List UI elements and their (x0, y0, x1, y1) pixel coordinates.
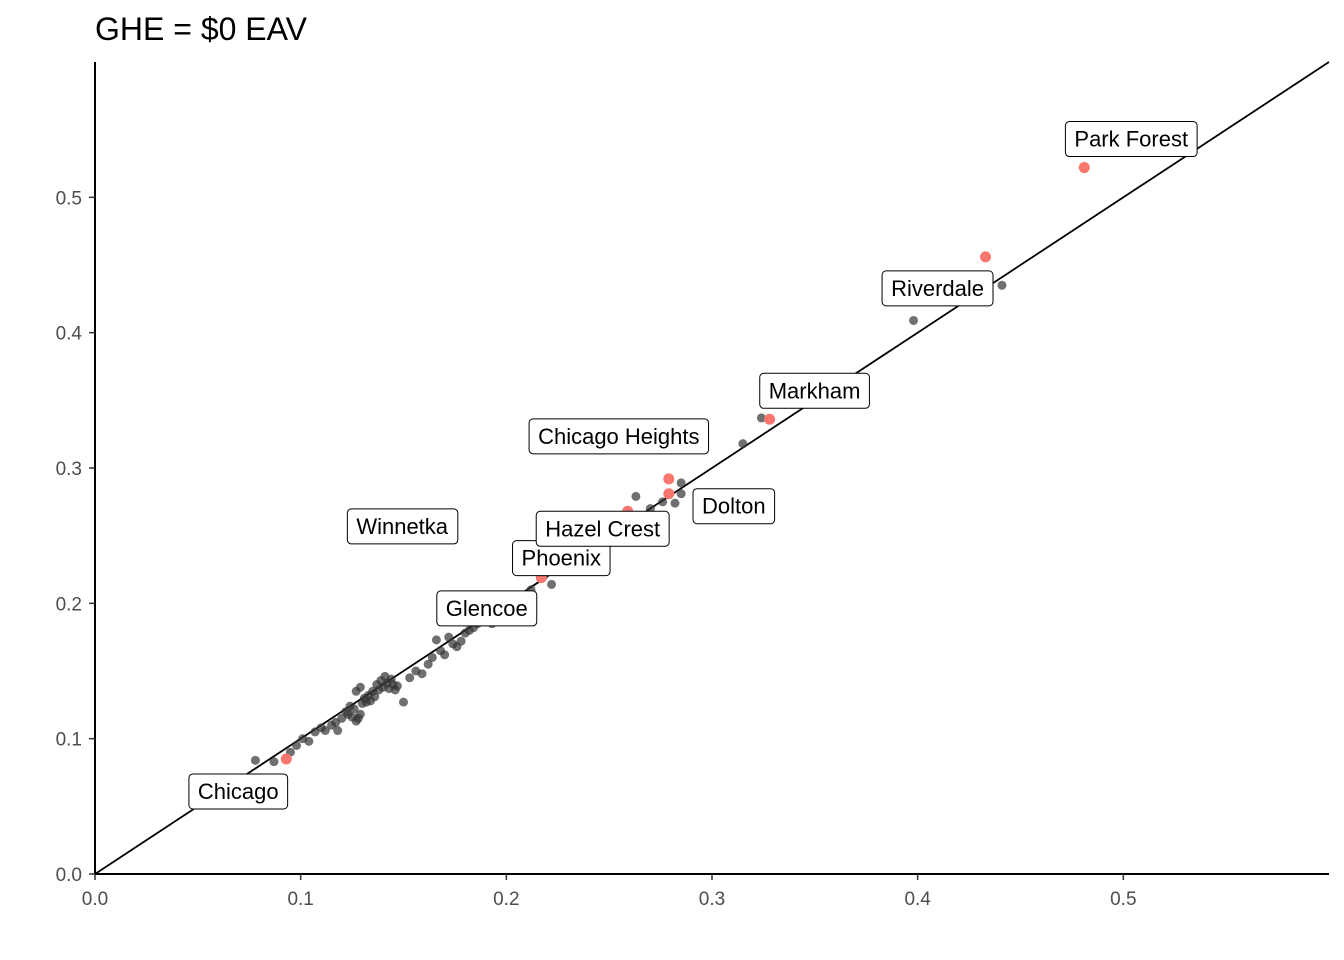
highlight-point (663, 473, 675, 485)
data-point (444, 632, 454, 642)
point-label: Chicago Heights (528, 418, 710, 455)
point-label: Phoenix (512, 540, 611, 577)
data-point (269, 757, 279, 767)
label-text: Phoenix (522, 546, 602, 571)
data-point (440, 650, 450, 660)
chart-title: GHE = $0 EAV (95, 11, 308, 47)
data-point (355, 709, 365, 719)
labels-group: Chicago Winnetka Glencoe Phoenix Hazel Crest… (188, 121, 1198, 810)
data-point (304, 736, 314, 746)
data-point (417, 669, 427, 679)
highlight-point (764, 413, 776, 425)
data-point (392, 681, 402, 691)
x-tick-label: 0.0 (82, 889, 108, 910)
data-point (631, 491, 641, 501)
label-box (188, 773, 289, 810)
data-point (658, 497, 668, 507)
label-box (881, 270, 994, 307)
point-label: Hazel Crest (535, 510, 670, 547)
y-tick-label: 0.4 (56, 324, 83, 345)
x-tick-label: 0.1 (287, 889, 313, 910)
label-text: Chicago Heights (538, 424, 699, 449)
highlight-point (280, 753, 292, 765)
axes: 0.0 0.1 0.2 0.3 0.4 0.5 0.0 0.1 0.2 0.3 0.4 0.5 (56, 62, 1329, 910)
y-tick-label: 0.1 (56, 730, 82, 751)
point-label: Markham (759, 372, 870, 409)
y-tick-label: 0.3 (56, 459, 82, 480)
point-label: Park Forest (1064, 121, 1198, 158)
data-point (370, 692, 380, 702)
reference-line (94, 61, 1330, 875)
reference-line-group (94, 61, 1330, 875)
data-point (756, 413, 766, 423)
label-text: Chicago (198, 779, 279, 804)
label-box (535, 510, 670, 547)
data-point (676, 489, 686, 499)
data-point (427, 652, 437, 662)
data-point (547, 579, 557, 589)
y-tick-label: 0.0 (56, 865, 82, 886)
data-point (423, 659, 433, 669)
highlight-point (980, 251, 992, 263)
data-point (349, 704, 359, 714)
point-label: Riverdale (881, 270, 994, 307)
data-point (250, 755, 260, 765)
data-point (997, 280, 1007, 290)
label-text: Park Forest (1074, 127, 1188, 152)
label-box (528, 418, 710, 455)
x-tick-label: 0.4 (904, 889, 931, 910)
y-tick-label: 0.2 (56, 594, 82, 615)
point-label: Glencoe (436, 590, 538, 627)
label-box (346, 508, 459, 545)
data-point (320, 726, 330, 736)
highlight-point (663, 488, 675, 500)
label-box (1064, 121, 1198, 158)
x-tick-label: 0.3 (699, 889, 725, 910)
data-point (333, 726, 343, 736)
label-text: Dolton (702, 494, 766, 519)
label-text: Hazel Crest (545, 516, 660, 541)
data-point (676, 478, 686, 488)
point-label: Dolton (692, 488, 776, 525)
point-label: Winnetka (346, 508, 459, 545)
label-text: Winnetka (356, 514, 448, 539)
y-tick-label: 0.5 (56, 188, 82, 209)
data-point (292, 740, 302, 750)
label-text: Markham (769, 378, 861, 403)
points-group (250, 162, 1090, 767)
data-point (738, 439, 748, 449)
label-box (759, 372, 870, 409)
label-text: Glencoe (446, 596, 528, 621)
data-point (670, 498, 680, 508)
data-point (399, 697, 408, 707)
point-label: Chicago (188, 773, 289, 810)
label-box (436, 590, 538, 627)
label-text: Riverdale (891, 276, 984, 301)
data-point (431, 635, 441, 645)
label-box (692, 488, 776, 525)
data-point (405, 673, 415, 683)
data-point (456, 636, 466, 646)
x-tick-label: 0.5 (1110, 889, 1136, 910)
data-point (355, 682, 365, 692)
data-point (909, 315, 919, 325)
x-tick-label: 0.2 (493, 889, 519, 910)
highlight-point (1078, 162, 1090, 174)
